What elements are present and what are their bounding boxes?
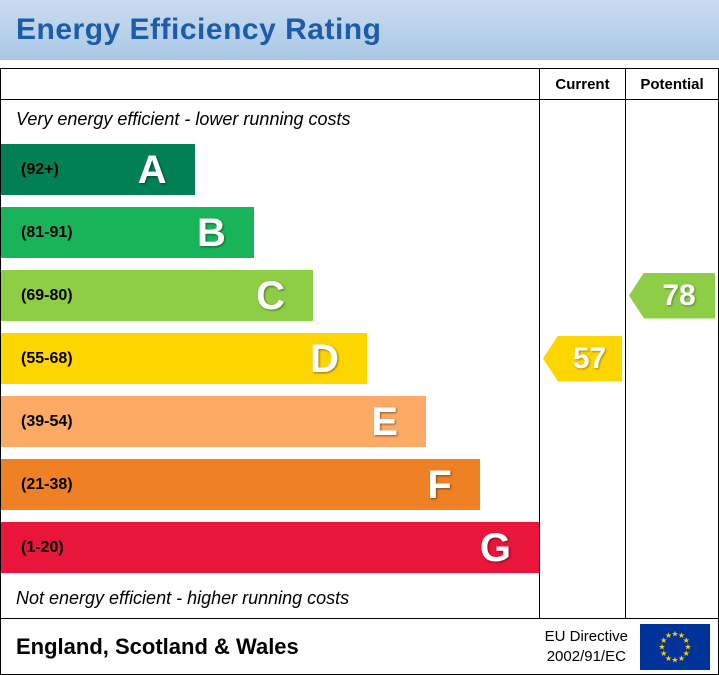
band-row: (92+) A [1, 138, 539, 201]
potential-column-header: Potential [626, 69, 718, 100]
band-range-label: (92+) [21, 160, 59, 178]
svg-text:★: ★ [683, 636, 690, 645]
svg-text:★: ★ [678, 631, 685, 640]
svg-text:★: ★ [683, 649, 690, 658]
scale-column-body: Very energy efficient - lower running co… [1, 100, 539, 618]
band-row: (1-20) G [1, 516, 539, 579]
band-letter-label: F [427, 462, 452, 507]
band-bar: (55-68) D [1, 333, 367, 384]
band-row: (39-54) E [1, 390, 539, 453]
eu-directive-line2: 2002/91/EC [546, 647, 626, 665]
top-note: Very energy efficient - lower running co… [16, 108, 351, 129]
band-bar: (21-38) F [1, 459, 480, 510]
bands: (92+) A (81-91) B (69-80) C (55-68) D (3… [1, 138, 539, 579]
potential-rating-marker: 78 [629, 272, 715, 319]
band-range-label: (39-54) [21, 412, 73, 430]
band-range-label: (55-68) [21, 349, 73, 367]
band-row: (21-38) F [1, 453, 539, 516]
rating-scale-column: Very energy efficient - lower running co… [1, 69, 540, 618]
title-bar: Energy Efficiency Rating [0, 0, 719, 60]
band-letter-label: D [309, 336, 339, 381]
band-range-label: (69-80) [21, 286, 73, 304]
band-range-label: (81-91) [21, 223, 73, 241]
svg-text:★: ★ [671, 629, 678, 638]
svg-text:★: ★ [671, 655, 678, 664]
current-column-header: Current [540, 69, 625, 100]
current-column: Current 57 [540, 69, 626, 618]
eu-directive-label: EU Directive 2002/91/EC [545, 627, 628, 666]
band-letter-label: G [479, 525, 511, 570]
svg-text:★: ★ [665, 653, 672, 662]
band-bar: (69-80) C [1, 270, 314, 321]
scale-column-header [1, 69, 539, 100]
svg-text:★: ★ [678, 653, 685, 662]
band-bar: (92+) A [1, 144, 195, 195]
band-row: (55-68) D [1, 327, 539, 390]
band-range-label: (21-38) [21, 475, 73, 493]
svg-text:★: ★ [665, 631, 672, 640]
band-letter-label: A [137, 147, 167, 192]
band-range-label: (1-20) [21, 538, 64, 556]
current-rating-marker: 57 [543, 335, 622, 382]
potential-column-body: 78 [626, 100, 718, 618]
epc-chart: Very energy efficient - lower running co… [1, 69, 718, 618]
footer-region: England, Scotland & Wales [16, 633, 299, 659]
band-bar: (39-54) E [1, 396, 427, 447]
eu-directive-line1: EU Directive [544, 628, 628, 645]
page-title: Energy Efficiency Rating [16, 13, 382, 46]
svg-text:★: ★ [684, 642, 691, 651]
band-letter-label: B [196, 210, 226, 255]
band-letter-label: E [371, 399, 399, 444]
bottom-note: Not energy efficient - higher running co… [16, 588, 350, 608]
band-bar: (1-20) G [1, 522, 539, 573]
svg-text:★: ★ [660, 636, 667, 645]
svg-text:★: ★ [658, 642, 665, 651]
band-row: (69-80) C [1, 264, 539, 327]
epc-frame: Very energy efficient - lower running co… [0, 68, 719, 675]
band-row: (81-91) B [1, 201, 539, 264]
eu-flag-icon: ★ ★ ★ ★ ★ ★ ★ ★ ★ ★ ★ ★ [640, 623, 710, 670]
footer: England, Scotland & Wales EU Directive 2… [1, 618, 718, 674]
potential-column: Potential 78 [626, 69, 718, 618]
current-column-body: 57 [540, 100, 625, 618]
band-letter-label: C [256, 273, 286, 318]
band-bar: (81-91) B [1, 207, 254, 258]
svg-text:★: ★ [660, 649, 667, 658]
